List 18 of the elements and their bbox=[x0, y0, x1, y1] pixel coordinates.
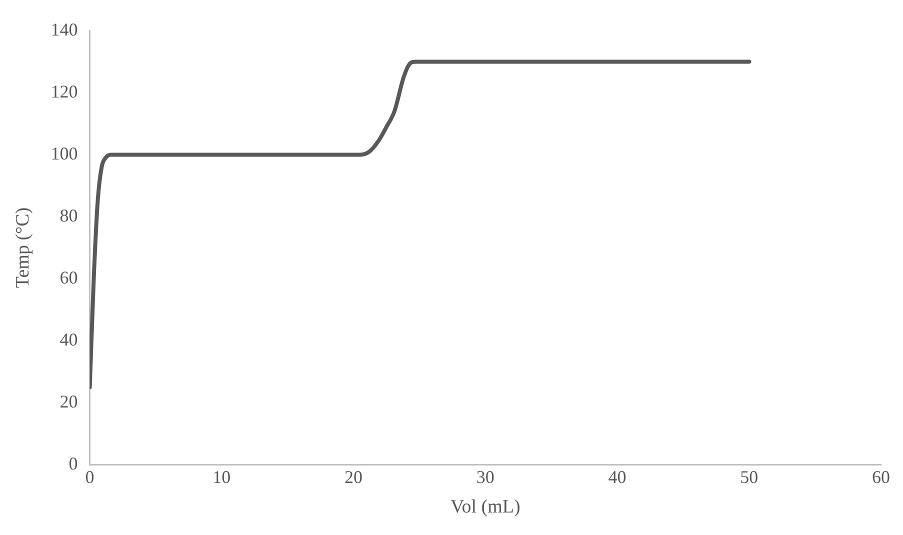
x-tick-label: 60 bbox=[872, 467, 890, 488]
y-tick-label: 40 bbox=[60, 329, 78, 350]
y-tick-label: 140 bbox=[50, 20, 78, 40]
y-tick-label: 60 bbox=[60, 267, 78, 288]
x-tick-label: 0 bbox=[85, 467, 94, 488]
y-tick-label: 20 bbox=[60, 391, 78, 412]
x-tick-label: 50 bbox=[740, 467, 758, 488]
x-tick-label: 30 bbox=[476, 467, 494, 488]
x-tick-label: 20 bbox=[344, 467, 363, 488]
y-axis-title: Temp (°C) bbox=[12, 207, 34, 288]
line-series bbox=[90, 60, 752, 390]
x-tick-label: 40 bbox=[608, 467, 626, 488]
y-tick-label: 80 bbox=[60, 205, 78, 226]
y-tick-label: 120 bbox=[50, 82, 78, 102]
x-axis-title: Vol (mL) bbox=[450, 496, 520, 518]
y-tick-label: 0 bbox=[68, 453, 78, 474]
y-tick-label: 100 bbox=[50, 143, 78, 164]
x-tick-label: 10 bbox=[212, 467, 231, 488]
